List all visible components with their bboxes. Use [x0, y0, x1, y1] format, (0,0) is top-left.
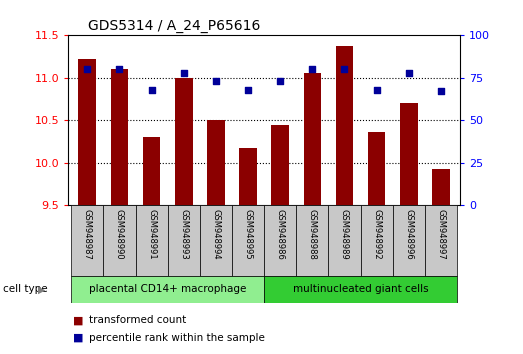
Bar: [264, 205, 296, 276]
Bar: [207, 120, 225, 205]
Text: GSM948989: GSM948989: [340, 209, 349, 259]
Text: GSM948986: GSM948986: [276, 209, 285, 260]
Bar: [71, 276, 264, 303]
Bar: [393, 205, 425, 276]
Bar: [296, 205, 328, 276]
Point: [405, 70, 413, 76]
Bar: [175, 78, 192, 205]
Bar: [78, 59, 96, 205]
Text: multinucleated giant cells: multinucleated giant cells: [293, 284, 428, 295]
Point: [308, 67, 316, 72]
Point: [115, 67, 123, 72]
Text: ■: ■: [73, 333, 84, 343]
Bar: [104, 205, 135, 276]
Bar: [336, 46, 354, 205]
Point: [340, 67, 349, 72]
Bar: [400, 103, 418, 205]
Bar: [264, 276, 457, 303]
Text: GSM948992: GSM948992: [372, 209, 381, 259]
Bar: [232, 205, 264, 276]
Bar: [303, 73, 321, 205]
Text: GSM948994: GSM948994: [211, 209, 220, 259]
Text: GSM948987: GSM948987: [83, 209, 92, 260]
Text: GSM948990: GSM948990: [115, 209, 124, 259]
Point: [179, 70, 188, 76]
Bar: [143, 137, 161, 205]
Text: ■: ■: [73, 315, 84, 325]
Point: [83, 67, 92, 72]
Text: transformed count: transformed count: [89, 315, 186, 325]
Bar: [200, 205, 232, 276]
Text: GSM948991: GSM948991: [147, 209, 156, 259]
Bar: [360, 205, 393, 276]
Point: [244, 87, 252, 93]
Bar: [328, 205, 360, 276]
Text: GSM948997: GSM948997: [437, 209, 446, 259]
Text: GSM948988: GSM948988: [308, 209, 317, 260]
Text: ▶: ▶: [38, 284, 46, 295]
Bar: [168, 205, 200, 276]
Point: [147, 87, 156, 93]
Text: GSM948996: GSM948996: [404, 209, 413, 259]
Text: GSM948995: GSM948995: [244, 209, 253, 259]
Point: [437, 88, 445, 94]
Bar: [368, 132, 385, 205]
Point: [212, 79, 220, 84]
Point: [372, 87, 381, 93]
Point: [276, 79, 285, 84]
Text: placental CD14+ macrophage: placental CD14+ macrophage: [89, 284, 246, 295]
Bar: [135, 205, 168, 276]
Bar: [271, 125, 289, 205]
Bar: [425, 205, 457, 276]
Text: GDS5314 / A_24_P65616: GDS5314 / A_24_P65616: [88, 19, 260, 33]
Bar: [239, 148, 257, 205]
Bar: [432, 169, 450, 205]
Text: percentile rank within the sample: percentile rank within the sample: [89, 333, 265, 343]
Bar: [71, 205, 104, 276]
Text: GSM948993: GSM948993: [179, 209, 188, 259]
Text: cell type: cell type: [3, 284, 47, 295]
Bar: [110, 69, 128, 205]
